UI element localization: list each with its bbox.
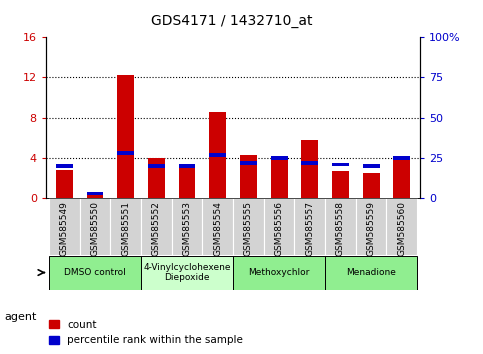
Bar <box>209 153 226 156</box>
Text: GSM585552: GSM585552 <box>152 201 161 256</box>
Bar <box>270 157 287 198</box>
Text: DMSO control: DMSO control <box>64 268 126 277</box>
FancyBboxPatch shape <box>356 198 386 255</box>
Text: GSM585557: GSM585557 <box>305 201 314 256</box>
Legend: count, percentile rank within the sample: count, percentile rank within the sample <box>49 320 243 345</box>
Bar <box>179 166 196 198</box>
Bar <box>301 140 318 198</box>
FancyBboxPatch shape <box>141 256 233 290</box>
Bar <box>86 193 103 198</box>
FancyBboxPatch shape <box>110 198 141 255</box>
Text: 4-Vinylcyclohexene
Diepoxide: 4-Vinylcyclohexene Diepoxide <box>143 263 231 282</box>
Text: GSM585560: GSM585560 <box>398 201 406 256</box>
Text: Methoxychlor: Methoxychlor <box>248 268 310 277</box>
Text: agent: agent <box>5 312 37 322</box>
FancyBboxPatch shape <box>325 256 417 290</box>
FancyBboxPatch shape <box>233 198 264 255</box>
Text: GSM585553: GSM585553 <box>183 201 192 256</box>
Bar <box>56 164 73 168</box>
Bar <box>240 161 257 165</box>
Bar <box>301 161 318 165</box>
Bar <box>179 164 196 168</box>
Text: GSM585556: GSM585556 <box>274 201 284 256</box>
Bar <box>270 156 287 160</box>
Bar <box>209 112 226 198</box>
Bar <box>117 152 134 155</box>
Text: GSM585555: GSM585555 <box>244 201 253 256</box>
FancyBboxPatch shape <box>325 198 356 255</box>
Bar <box>332 163 349 166</box>
Text: GSM585550: GSM585550 <box>90 201 99 256</box>
Bar <box>332 171 349 198</box>
Bar <box>363 173 380 198</box>
Bar <box>363 164 380 168</box>
FancyBboxPatch shape <box>295 198 325 255</box>
FancyBboxPatch shape <box>141 198 171 255</box>
Text: Menadione: Menadione <box>346 268 396 277</box>
FancyBboxPatch shape <box>233 256 325 290</box>
Text: GDS4171 / 1432710_at: GDS4171 / 1432710_at <box>151 14 313 28</box>
Bar <box>86 192 103 195</box>
FancyBboxPatch shape <box>80 198 110 255</box>
Text: GSM585551: GSM585551 <box>121 201 130 256</box>
FancyBboxPatch shape <box>171 198 202 255</box>
Text: GSM585549: GSM585549 <box>60 201 69 256</box>
Bar <box>393 159 410 198</box>
FancyBboxPatch shape <box>49 256 141 290</box>
Bar <box>240 155 257 198</box>
Text: GSM585558: GSM585558 <box>336 201 345 256</box>
FancyBboxPatch shape <box>264 198 295 255</box>
Bar <box>56 170 73 198</box>
Text: GSM585554: GSM585554 <box>213 201 222 256</box>
FancyBboxPatch shape <box>386 198 417 255</box>
Bar <box>148 158 165 198</box>
Bar <box>393 156 410 160</box>
Text: GSM585559: GSM585559 <box>367 201 376 256</box>
Bar <box>117 75 134 198</box>
Bar <box>148 164 165 168</box>
FancyBboxPatch shape <box>202 198 233 255</box>
FancyBboxPatch shape <box>49 198 80 255</box>
